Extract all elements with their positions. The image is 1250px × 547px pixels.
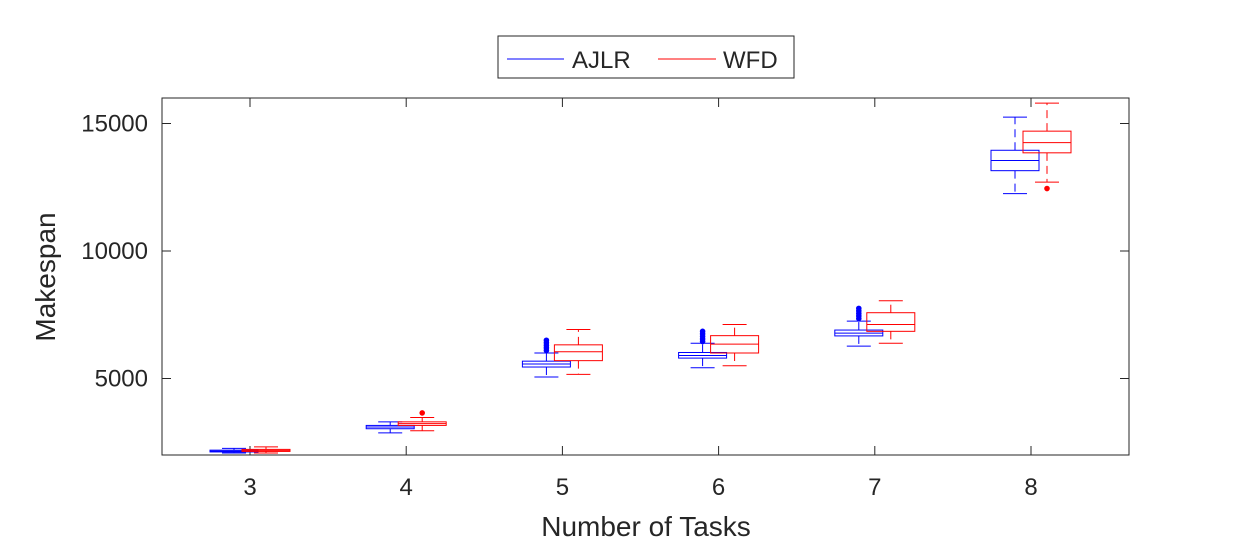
x-tick-label: 6 <box>712 474 725 501</box>
box-ajlr-6 <box>678 328 728 369</box>
axes-group: 5000 10000 15000 3 4 5 6 7 8 <box>81 97 1130 501</box>
box-wfd-7 <box>866 300 916 344</box>
box-wfd-6 <box>710 323 760 367</box>
boxes-group <box>209 102 1072 454</box>
y-tick-label: 10000 <box>81 238 148 265</box>
outlier-point <box>1044 185 1050 192</box>
outlier-point <box>699 328 706 335</box>
y-tick-label: 15000 <box>81 111 148 138</box>
plot-frame <box>161 97 1130 456</box>
legend-box <box>497 35 795 79</box>
box-wfd-3 <box>241 446 291 454</box>
box-wfd-8 <box>1022 102 1072 192</box>
box-wfd-5 <box>553 329 603 375</box>
box-ajlr-5 <box>521 337 571 378</box>
outlier-point <box>419 410 426 416</box>
legend: AJLR WFD <box>497 35 795 79</box>
outlier-point <box>856 305 862 312</box>
x-tick-label: 4 <box>400 474 413 501</box>
x-axis-label: Number of Tasks <box>541 511 751 542</box>
y-axis-label: Makespan <box>30 212 61 341</box>
x-tick-label: 7 <box>868 474 881 501</box>
box-ajlr-7 <box>834 305 884 347</box>
x-tick-label: 5 <box>556 474 569 501</box>
outlier-point <box>543 337 550 344</box>
box-iqr <box>553 344 603 362</box>
box-ajlr-8 <box>990 116 1040 195</box>
box-wfd-4 <box>397 410 447 432</box>
box-iqr <box>1022 130 1072 154</box>
x-tick-label: 3 <box>243 474 256 501</box>
box-ajlr-4 <box>365 421 415 434</box>
legend-label-ajlr: AJLR <box>572 47 631 74</box>
x-tick-label: 8 <box>1024 474 1037 501</box>
box-iqr <box>866 312 916 332</box>
legend-label-wfd: WFD <box>723 47 778 74</box>
y-tick-label: 5000 <box>95 366 148 393</box>
